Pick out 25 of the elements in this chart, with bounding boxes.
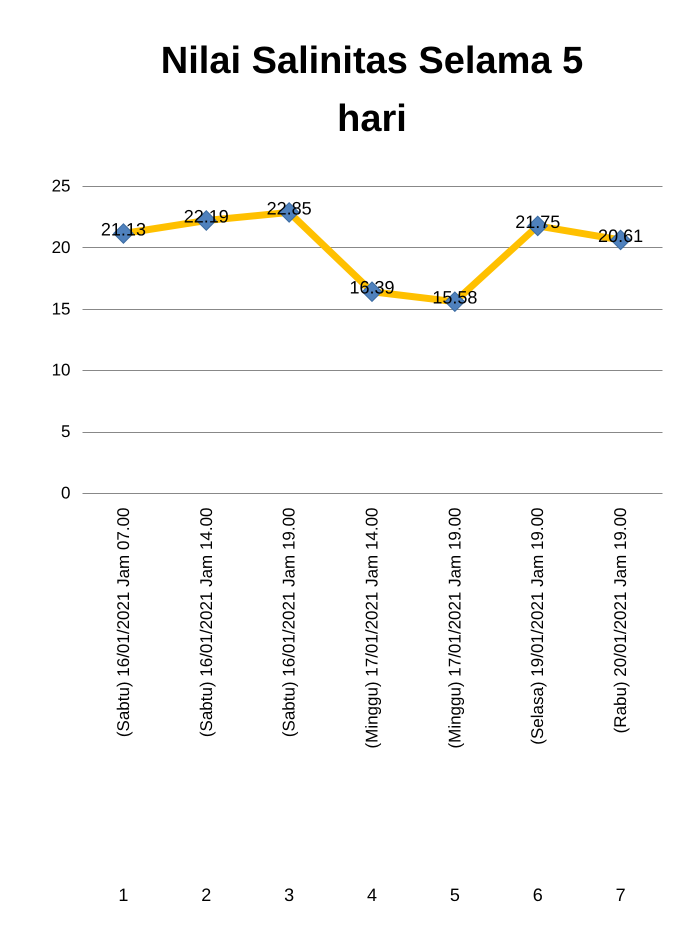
x-tick-label: (Minggu) 17/01/2021 Jam 14.00 <box>362 508 382 748</box>
text: 7 <box>616 885 626 905</box>
x-tick-label: (Minggu) 17/01/2021 Jam 19.00 <box>445 508 464 748</box>
chart-title: Nilai Salinitas Selama 5 hari <box>160 40 584 140</box>
data-label: 22.19 <box>184 206 229 227</box>
text: 2 <box>201 885 212 905</box>
y-tick-label: 0 <box>61 484 70 502</box>
y-tick-label: 25 <box>52 176 70 196</box>
text: 3 <box>284 885 294 905</box>
text: 5 <box>450 885 460 905</box>
y-tick-label: 10 <box>52 360 70 380</box>
x-tick-label: (Rabu) 20/01/2021 Jam 19.00 <box>611 508 630 734</box>
text: 6 <box>532 885 543 905</box>
y-tick-label: 5 <box>61 422 70 442</box>
y-tick-label: 15 <box>52 299 70 318</box>
data-label: 21.13 <box>100 220 146 240</box>
text: 1 <box>118 885 128 905</box>
x-tick-label: (Sabtu) 16/01/2021 Jam 14.00 <box>196 508 216 738</box>
x-tick-label: (Sabtu) 16/01/2021 Jam 19.00 <box>280 508 299 738</box>
y-tick-label: 20 <box>52 238 70 257</box>
x-tick-label: (Sabtu) 16/01/2021 Jam 07.00 <box>114 508 133 738</box>
data-label: 20.61 <box>598 226 644 246</box>
data-label: 15.58 <box>432 288 478 308</box>
x-tick-label: (Selasa) 19/01/2021 Jam 19.00 <box>528 508 548 745</box>
text: 4 <box>366 885 378 905</box>
